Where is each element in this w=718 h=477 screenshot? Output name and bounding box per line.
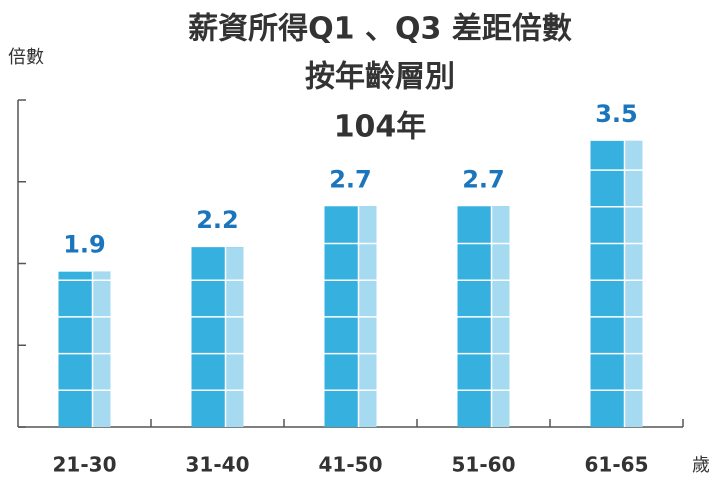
- chart-year: 104年: [334, 110, 427, 145]
- bar-highlight: [92, 271, 111, 427]
- y-axis-label: 倍數: [8, 47, 44, 68]
- x-tick-label: 31-40: [186, 453, 250, 477]
- x-tick-label: 51-60: [452, 453, 516, 477]
- value-label: 3.5: [595, 100, 638, 128]
- x-tick-label: 41-50: [319, 453, 383, 477]
- value-label: 2.7: [329, 165, 372, 193]
- chart-subtitle: 按年齡層別: [305, 60, 455, 95]
- chart-title: 薪資所得Q1 、Q3 差距倍數: [188, 12, 572, 47]
- bar-highlight: [225, 247, 244, 427]
- x-tick-label: 21-30: [53, 453, 117, 477]
- x-tick-label: 61-65: [585, 453, 649, 477]
- x-axis-label: 歲: [692, 455, 710, 476]
- value-label: 2.7: [462, 165, 505, 193]
- bar-highlight: [624, 140, 643, 427]
- value-label: 2.2: [196, 206, 239, 234]
- value-label: 1.9: [63, 231, 106, 259]
